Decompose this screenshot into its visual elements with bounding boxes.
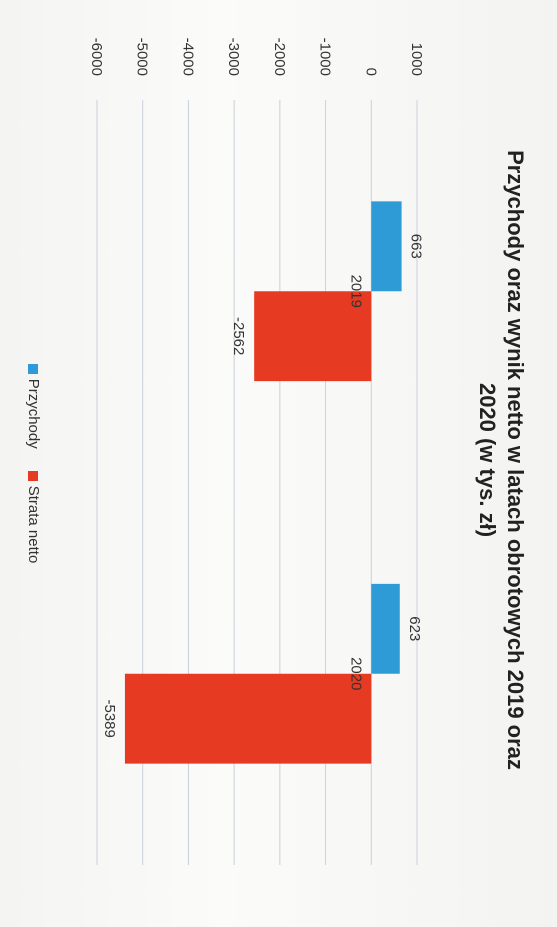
y-tick-label: -4000 <box>179 38 196 76</box>
y-tick-label: 1000 <box>408 43 425 76</box>
y-tick-label: -1000 <box>317 38 334 76</box>
data-label: -5389 <box>101 700 118 738</box>
data-label: 623 <box>406 616 423 641</box>
legend-label-strata-netto: Strata netto <box>25 485 42 564</box>
legend-item-przychody: Przychody <box>25 363 42 449</box>
data-label: -2562 <box>230 317 247 355</box>
bar-strata-netto <box>124 673 372 764</box>
y-tick-label: -6000 <box>88 38 105 76</box>
category-label: 2019 <box>347 275 364 308</box>
legend-label-przychody: Przychody <box>25 378 42 449</box>
y-tick-label: -5000 <box>134 38 151 76</box>
bar-przychody <box>371 201 402 292</box>
chart-legend: Przychody Strata netto <box>25 0 42 927</box>
y-tick-label: -2000 <box>271 38 288 76</box>
legend-swatch-przychody <box>28 363 39 374</box>
data-label: 663 <box>408 234 425 259</box>
bar-strata-netto <box>254 291 372 382</box>
legend-swatch-strata-netto <box>28 470 39 481</box>
y-tick-label: -3000 <box>225 38 242 76</box>
legend-item-strata-netto: Strata netto <box>25 470 42 564</box>
bar-przychody <box>371 583 400 674</box>
y-tick-label: 0 <box>362 68 379 76</box>
category-label: 2020 <box>347 657 364 690</box>
